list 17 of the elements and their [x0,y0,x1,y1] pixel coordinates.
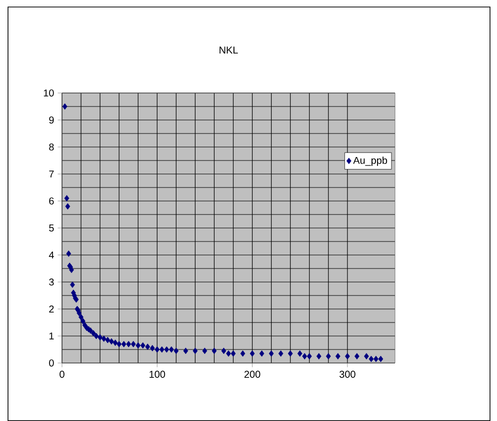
y-tick-label: 4 [48,252,54,258]
y-tick-label: 0 [49,359,54,367]
x-tick-label: 100 [150,370,166,378]
chart-title: NKL [220,46,238,54]
y-tick-label: 8 [49,143,54,151]
y-tick-label: 9 [49,116,54,124]
y-tick-label: 3 [49,278,54,286]
x-tick-label: 200 [244,370,260,378]
y-tick-label: 10 [44,89,54,97]
y-tick-label: 6 [49,197,54,205]
x-tick-label: 0 [60,370,64,378]
legend-label: Au_ppb [353,156,388,166]
y-tick-label: 2 [49,306,54,312]
x-tick-label: 300 [339,370,356,378]
y-tick-label: 7 [49,170,54,178]
y-tick-label: 1 [49,332,54,340]
y-tick-label: 5 [49,224,54,232]
